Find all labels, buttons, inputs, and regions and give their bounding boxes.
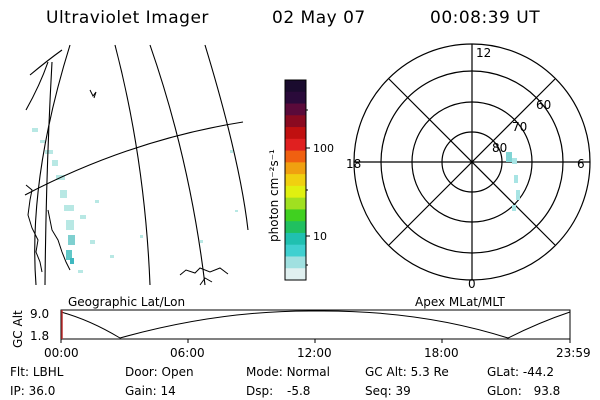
info-mode: Mode: Normal [246, 365, 330, 379]
timeline-ytick: 9.0 [30, 307, 49, 321]
polar-label-18: 18 [346, 157, 361, 171]
colorbar-segment [285, 91, 306, 105]
page-title: Ultraviolet Imager [46, 8, 209, 28]
info-door-label: Door: [125, 365, 158, 379]
timeline-ylabel: GC Alt [11, 310, 25, 348]
timeline-xtick: 18:00 [424, 346, 459, 360]
info-gain: Gain: 14 [125, 384, 176, 398]
map-grid [24, 44, 249, 286]
info-gcalt: GC Alt: 5.3 Re [365, 365, 449, 379]
info-filter-label: Flt: [10, 365, 29, 379]
colorbar-segment [285, 115, 306, 128]
polar-label-0: 0 [468, 277, 476, 291]
colorbar-segment [285, 80, 306, 93]
geographic-map [24, 44, 249, 286]
info-door: Door: Open [125, 365, 194, 379]
info-glat: GLat: -44.2 [487, 365, 554, 379]
polar-plot [353, 43, 591, 281]
info-dsp: Dsp: -5.8 [246, 384, 310, 398]
info-filter-value: LBHL [32, 365, 64, 379]
info-dsp-label: Dsp: [246, 384, 274, 398]
timeline-ytick: 1.8 [30, 329, 49, 343]
map-caption: Geographic Lat/Lon [68, 295, 185, 309]
colorbar-segment [285, 174, 306, 187]
orbit-altitude-timeline [60, 309, 571, 343]
info-seq-label: Seq: [365, 384, 392, 398]
info-glon: GLon: 93.8 [487, 384, 560, 398]
info-glon-label: GLon: [487, 384, 522, 398]
colorbar-segment [285, 197, 306, 211]
colorbar-segment [285, 244, 306, 258]
uv-emission-speckles [32, 128, 238, 273]
polar-label-12: 12 [476, 46, 491, 60]
info-seq: Seq: 39 [365, 384, 411, 398]
colorbar-segment [285, 127, 306, 140]
coastlines [25, 89, 229, 286]
info-gcalt-label: GC Alt: [365, 365, 407, 379]
colorbar-segment [285, 103, 306, 116]
info-glat-value: -44.2 [522, 365, 554, 379]
polar-caption: Apex MLat/MLT [415, 295, 505, 309]
info-ip-value: 36.0 [28, 384, 56, 398]
colorbar-segment [285, 185, 306, 199]
info-glon-value: 93.8 [533, 384, 561, 398]
colorbar-unit-label: photon cm⁻²s⁻¹ [267, 149, 281, 242]
info-glat-label: GLat: [487, 365, 520, 379]
polar-ring-label-70: 70 [512, 120, 527, 134]
info-mode-value: Normal [286, 365, 330, 379]
info-filter: Flt: LBHL [10, 365, 63, 379]
polar-uv-emission [506, 152, 520, 211]
colorbar-segment [285, 232, 306, 246]
info-gain-label: Gain: [125, 384, 157, 398]
timeline-xtick: 12:00 [297, 346, 332, 360]
polar-label-6: 6 [577, 157, 585, 171]
colorbar-tick-label: 100 [313, 142, 334, 155]
info-seq-value: 39 [395, 384, 411, 398]
colorbar-segment [285, 209, 306, 222]
colorbar-tick-label: 10 [313, 230, 327, 243]
observation-date: 02 May 07 [272, 8, 366, 28]
colorbar-segment [285, 138, 306, 152]
info-gcalt-value: 5.3 Re [410, 365, 449, 379]
color-scale-bar [285, 80, 306, 281]
info-mode-label: Mode: [246, 365, 283, 379]
timeline-xtick: 23:59 [556, 346, 591, 360]
info-dsp-value: -5.8 [286, 384, 311, 398]
colorbar-segment [285, 162, 306, 175]
timeline-frame [60, 309, 571, 340]
observation-time: 00:08:39 UT [430, 8, 541, 28]
polar-ring-label-80: 80 [492, 141, 507, 155]
info-gain-value: 14 [160, 384, 176, 398]
colorbar-segment [285, 256, 306, 269]
colorbar-segment [285, 150, 306, 163]
polar-ring-label-60: 60 [536, 98, 551, 112]
timeline-xtick: 00:00 [44, 346, 79, 360]
timeline-xtick: 06:00 [170, 346, 205, 360]
altitude-curve [60, 310, 571, 339]
info-door-value: Open [161, 365, 194, 379]
polar-diagonal [388, 78, 556, 246]
info-ip-label: IP: [10, 384, 25, 398]
info-ip: IP: 36.0 [10, 384, 55, 398]
colorbar-segment [285, 268, 306, 281]
color-scale-frame [284, 79, 307, 281]
colorbar-segment [285, 221, 306, 234]
